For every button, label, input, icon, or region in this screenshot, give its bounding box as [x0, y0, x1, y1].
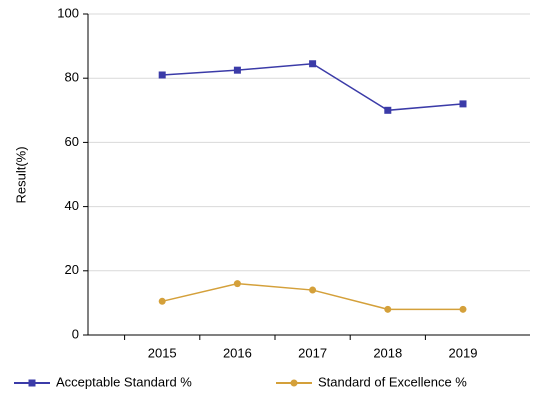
- y-tick-label: 100: [57, 5, 79, 20]
- x-tick-label: 2016: [223, 345, 252, 360]
- point: [459, 100, 467, 108]
- y-tick-label: 20: [65, 262, 79, 277]
- x-tick-label: 2015: [148, 345, 177, 360]
- legend-label: Acceptable Standard %: [56, 374, 192, 389]
- point: [384, 106, 392, 114]
- point: [158, 297, 166, 305]
- point: [309, 60, 317, 68]
- series-line: [162, 62, 464, 112]
- point: [384, 305, 392, 313]
- y-tick-label: 60: [65, 134, 79, 149]
- legend-label: Standard of Excellence %: [318, 374, 467, 389]
- point: [459, 305, 467, 313]
- point: [233, 280, 241, 288]
- y-axis-label: Result(%): [13, 146, 28, 203]
- y-tick-label: 40: [65, 198, 79, 213]
- y-tick-label: 80: [65, 70, 79, 85]
- legend-marker: [28, 379, 36, 387]
- point: [158, 71, 166, 79]
- legend-marker: [290, 379, 298, 387]
- point: [233, 66, 241, 74]
- point: [309, 286, 317, 294]
- x-tick-label: 2019: [449, 345, 478, 360]
- x-tick-label: 2018: [373, 345, 402, 360]
- y-tick-label: 0: [72, 326, 79, 341]
- x-tick-label: 2017: [298, 345, 327, 360]
